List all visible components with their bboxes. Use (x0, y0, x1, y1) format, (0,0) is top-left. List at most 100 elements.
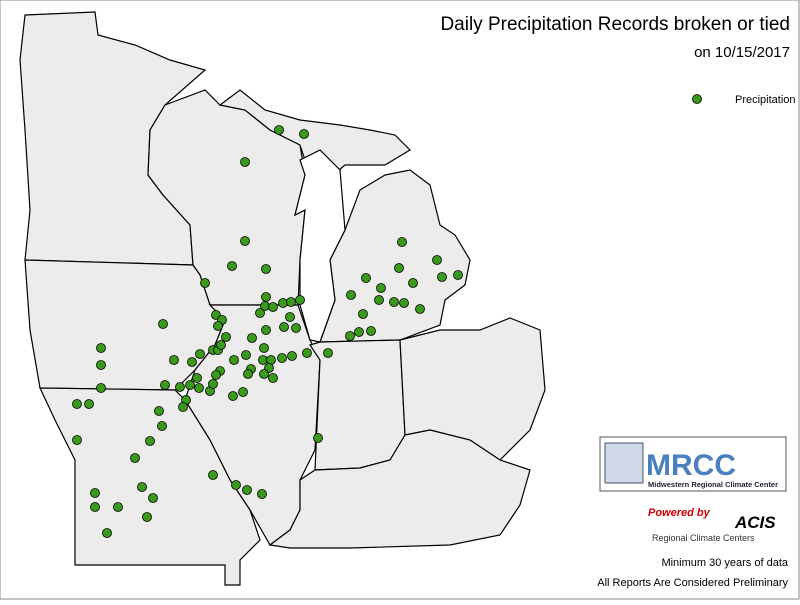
station-marker (415, 304, 425, 314)
station-marker (257, 489, 267, 499)
station-marker (102, 528, 112, 538)
station-marker (266, 355, 276, 365)
indiana (309, 339, 406, 471)
station-marker (130, 453, 140, 463)
station-marker (279, 322, 289, 332)
station-marker (192, 373, 202, 383)
station-marker (208, 470, 218, 480)
powered-by: Powered by (648, 507, 711, 519)
station-marker (231, 480, 241, 490)
station-marker (84, 399, 94, 409)
station-marker (366, 326, 376, 336)
station-marker (437, 272, 447, 282)
station-marker (274, 125, 284, 135)
logo-icon (604, 442, 644, 484)
station-marker (345, 331, 355, 341)
station-marker (432, 255, 442, 265)
station-marker (389, 297, 399, 307)
station-marker (175, 382, 185, 392)
station-marker (194, 383, 204, 393)
station-marker (268, 302, 278, 312)
station-marker (158, 319, 168, 329)
station-marker (376, 283, 386, 293)
station-marker (208, 379, 218, 389)
station-marker (148, 493, 158, 503)
station-marker (259, 369, 269, 379)
station-marker (374, 295, 384, 305)
station-marker (261, 264, 271, 274)
station-marker (96, 343, 106, 353)
station-marker (241, 350, 251, 360)
station-marker (200, 278, 210, 288)
subtitle: on 10/15/2017 (694, 44, 790, 61)
acis-name: ACIS (734, 513, 776, 532)
station-marker (229, 355, 239, 365)
station-marker (247, 333, 257, 343)
station-marker (261, 325, 271, 335)
station-marker (399, 298, 409, 308)
station-marker (242, 485, 252, 495)
station-marker (278, 298, 288, 308)
station-marker (286, 297, 296, 307)
station-marker (261, 292, 271, 302)
station-marker (157, 421, 167, 431)
kentucky (268, 429, 531, 549)
station-marker (354, 327, 364, 337)
acis-subtitle: Regional Climate Centers (652, 533, 755, 543)
station-marker (397, 237, 407, 247)
station-marker (243, 369, 253, 379)
states (19, 11, 546, 586)
station-marker (299, 129, 309, 139)
station-marker (154, 406, 164, 416)
station-marker (178, 402, 188, 412)
station-marker (90, 488, 100, 498)
station-marker (302, 348, 312, 358)
station-marker (187, 357, 197, 367)
station-marker (408, 278, 418, 288)
station-marker (72, 399, 82, 409)
lake-michigan (294, 149, 346, 343)
station-marker (228, 391, 238, 401)
station-marker (211, 370, 221, 380)
station-marker (287, 351, 297, 361)
legend-marker (692, 94, 702, 104)
stations (72, 125, 463, 538)
station-marker (160, 380, 170, 390)
note: Minimum 30 years of data (661, 557, 788, 569)
station-marker (291, 323, 301, 333)
station-marker (169, 355, 179, 365)
station-marker (90, 502, 100, 512)
station-marker (213, 321, 223, 331)
station-marker (240, 157, 250, 167)
station-marker (277, 353, 287, 363)
station-marker (238, 387, 248, 397)
michigan-up (218, 89, 411, 192)
station-marker (240, 236, 250, 246)
logo-full-name: Midwestern Regional Climate Center (648, 480, 778, 489)
station-marker (96, 383, 106, 393)
missouri (39, 387, 261, 586)
station-marker (295, 295, 305, 305)
station-marker (113, 502, 123, 512)
station-marker (285, 312, 295, 322)
station-marker (313, 433, 323, 443)
note: All Reports Are Considered Preliminary (597, 577, 788, 589)
station-marker (216, 340, 226, 350)
acis-logo: Powered by ACIS Regional Climate Centers (648, 507, 776, 543)
station-marker (96, 360, 106, 370)
station-marker (195, 349, 205, 359)
station-marker (358, 309, 368, 319)
legend-label: Precipitation (735, 94, 796, 106)
station-marker (346, 290, 356, 300)
station-marker (259, 343, 269, 353)
logo-name: MRCC (646, 449, 736, 482)
station-marker (72, 435, 82, 445)
title: Daily Precipitation Records broken or ti… (440, 14, 790, 35)
mrcc-logo: MRCC Midwestern Regional Climate Center (599, 436, 787, 492)
station-marker (227, 261, 237, 271)
station-marker (145, 436, 155, 446)
station-marker (185, 380, 195, 390)
station-marker (268, 373, 278, 383)
station-marker (394, 263, 404, 273)
